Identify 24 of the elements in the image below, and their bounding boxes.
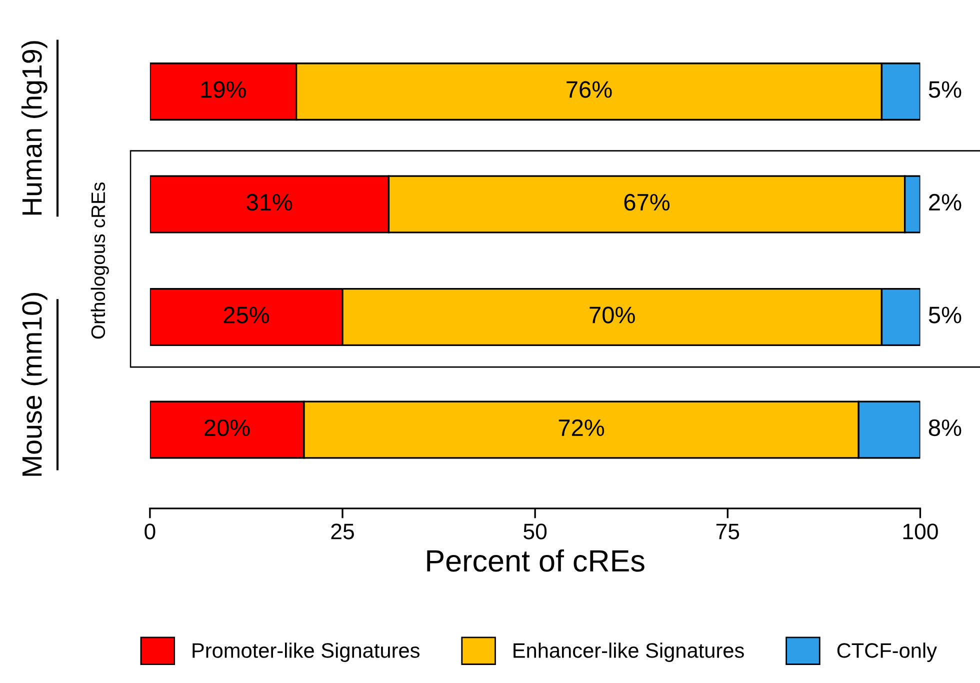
data-label: 5% (928, 306, 962, 324)
x-tick-label: 0 (144, 524, 156, 540)
data-label: 19% (201, 81, 246, 98)
text: Human (hg19) (21, 41, 48, 215)
text: Orthologous cREs (90, 182, 109, 339)
x-tick-label: 50 (524, 524, 547, 540)
legend-label: Enhancer-like Signatures (514, 642, 744, 662)
data-label: 31% (246, 194, 292, 211)
data-label: 25% (224, 306, 270, 324)
text: Mouse (mm10) (21, 292, 48, 476)
x-tick-label: 100 (903, 524, 938, 540)
legend-label: CTCF-only (837, 642, 937, 662)
data-label: 2% (929, 194, 962, 211)
data-label: 5% (928, 81, 962, 98)
x-tick-label: 75 (716, 524, 740, 540)
legend-label: Promoter-like Signatures (192, 642, 420, 662)
x-axis-title: Percent of cREs (427, 549, 644, 572)
data-label: 72% (558, 419, 604, 436)
data-label: 20% (204, 419, 250, 436)
data-label: 70% (590, 306, 635, 324)
x-tick-label: 25 (331, 524, 354, 540)
data-label: 76% (566, 81, 612, 98)
data-label: 67% (624, 194, 670, 211)
data-label: 8% (928, 419, 962, 436)
